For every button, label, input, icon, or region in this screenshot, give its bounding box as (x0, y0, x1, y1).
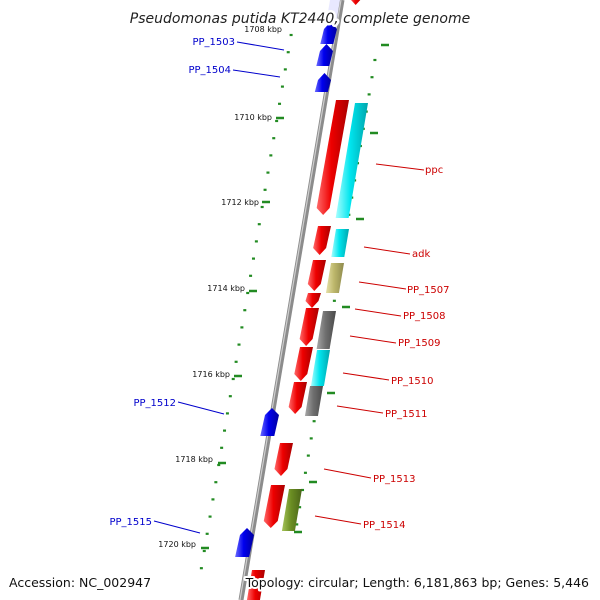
gene-block-pp-1512[interactable] (260, 408, 279, 436)
gene-block-pp-1507[interactable] (307, 260, 326, 291)
genome-backbone (238, 0, 345, 600)
leader-line (153, 520, 201, 534)
accession-text: Accession: NC_002947 (9, 575, 151, 590)
tick-label: 1714 kbp (207, 284, 245, 293)
gene-label-pp-1510[interactable]: PP_1510 (391, 376, 434, 387)
gene-block-pp-1504[interactable] (316, 44, 333, 66)
feature-track-top[interactable] (326, 0, 340, 20)
feature-track-pp-1511[interactable] (304, 386, 323, 416)
feature-track-pp-1507[interactable] (325, 263, 344, 293)
map-title: Pseudomonas putida KT2440, complete geno… (130, 11, 470, 27)
leader-line (354, 308, 402, 317)
gene-label-pp-1504[interactable]: PP_1504 (188, 65, 231, 76)
gene-label-pp-1515[interactable]: PP_1515 (109, 517, 152, 528)
gene-label-pp-1514[interactable]: PP_1514 (363, 520, 406, 531)
tick-label: 1720 kbp (158, 540, 196, 549)
gene-label-pp-1511[interactable]: PP_1511 (385, 409, 428, 420)
leader-line (232, 69, 281, 78)
tick-label: 1710 kbp (234, 113, 272, 122)
gene-label-pp-1503[interactable]: PP_1503 (192, 37, 235, 48)
feature-track-pp-1509[interactable] (316, 311, 336, 349)
gene-label-pp-1513[interactable]: PP_1513 (373, 474, 416, 485)
gene-block-pp-1515[interactable] (235, 528, 254, 557)
feature-track-pp-1510[interactable] (310, 350, 330, 386)
tick-label: 1712 kbp (221, 198, 259, 207)
gene-label-adk[interactable]: adk (412, 249, 430, 260)
leader-line (349, 335, 397, 344)
gene-features (235, 0, 368, 600)
gene-block-pp-1509[interactable] (299, 308, 319, 346)
gene-block-pp-1511[interactable] (288, 382, 307, 414)
tick-label: 1718 kbp (175, 455, 213, 464)
label-leader-lines (153, 41, 425, 534)
gene-label-pp-1507[interactable]: PP_1507 (407, 285, 450, 296)
leader-line (314, 515, 362, 525)
leader-line (363, 246, 411, 255)
gene-label-pp-1512[interactable]: PP_1512 (133, 398, 176, 409)
gene-block-top[interactable] (349, 0, 363, 5)
leader-line (342, 372, 390, 381)
leader-line (375, 163, 425, 171)
feature-track-adk[interactable] (331, 229, 349, 257)
gene-block-pp-1514[interactable] (263, 485, 285, 528)
tick-label: 1716 kbp (192, 370, 230, 379)
gene-label-ppc[interactable]: ppc (425, 165, 443, 176)
leader-line (358, 281, 407, 290)
gene-block-pp-1510[interactable] (294, 347, 313, 381)
gene-block-ppc[interactable] (316, 100, 349, 215)
leader-line (236, 41, 285, 51)
gene-block-adk[interactable] (313, 226, 331, 255)
gene-label-pp-1508[interactable]: PP_1508 (403, 311, 446, 322)
gene-block-pp-1503[interactable] (320, 22, 337, 44)
gene-block-pp-1505[interactable] (314, 73, 331, 92)
leader-line (323, 468, 372, 479)
gene-block-pp-1508[interactable] (305, 293, 321, 308)
feature-track-ppc[interactable] (335, 103, 368, 218)
topology-text: Topology: circular; Length: 6,181,863 bp… (245, 575, 589, 590)
gene-block-bottom[interactable] (246, 570, 265, 600)
tick-label: 1708 kbp (244, 25, 282, 34)
leader-line (336, 405, 384, 414)
genome-backbone-highlight (239, 0, 342, 600)
gene-label-pp-1509[interactable]: PP_1509 (398, 338, 441, 349)
leader-line (177, 401, 225, 415)
gene-block-pp-1513[interactable] (274, 443, 293, 476)
feature-track-pp-1514[interactable] (281, 489, 302, 531)
